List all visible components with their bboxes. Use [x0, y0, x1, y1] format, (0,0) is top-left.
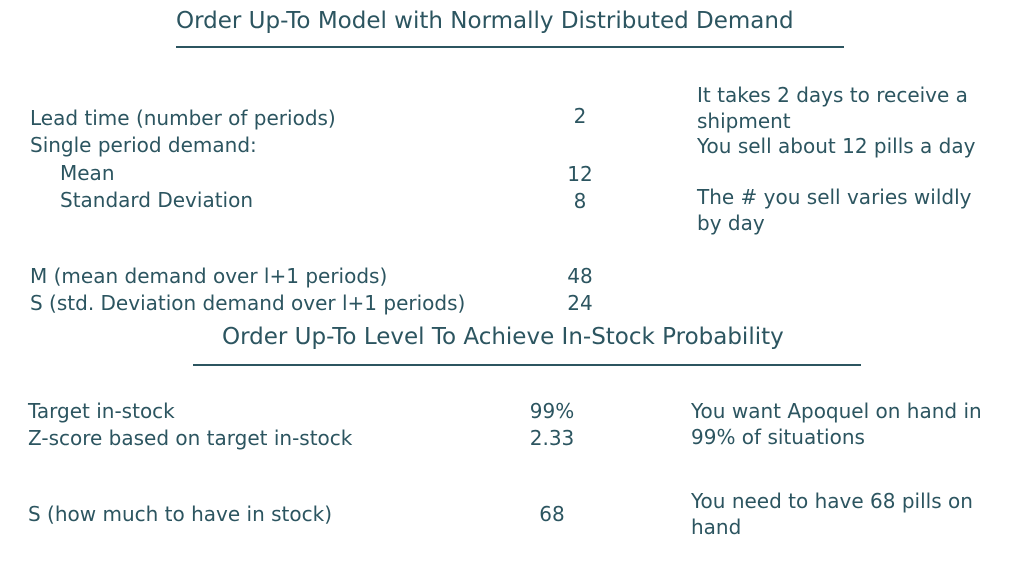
- std-demand-value: 24: [567, 291, 593, 315]
- section1-title-underline: [176, 46, 844, 48]
- target-in-stock-value: 99%: [529, 399, 575, 423]
- lead-time-value: 2: [573, 104, 587, 128]
- std-dev-label: Standard Deviation: [60, 188, 254, 212]
- lead-time-label: Lead time (number of periods): [30, 106, 336, 130]
- single-period-demand-label: Single period demand:: [30, 133, 257, 157]
- mean-demand-label: M (mean demand over l+1 periods): [30, 264, 388, 288]
- section1-title: Order Up-To Model with Normally Distribu…: [176, 8, 794, 34]
- z-score-value: 2.33: [529, 426, 575, 450]
- section2-title: Order Up-To Level To Achieve In-Stock Pr…: [222, 324, 784, 350]
- z-score-label: Z-score based on target in-stock: [28, 426, 353, 450]
- mean-value: 12: [567, 162, 593, 186]
- note-in-stock: You want Apoquel on hand in 99% of situa…: [691, 399, 982, 449]
- order-up-to-label: S (how much to have in stock): [28, 502, 333, 526]
- std-dev-value: 8: [573, 189, 587, 213]
- note-lead-time: It takes 2 days to receive a shipment: [697, 83, 968, 133]
- mean-demand-value: 48: [567, 264, 593, 288]
- section2-title-underline: [193, 364, 861, 366]
- std-demand-label: S (std. Deviation demand over l+1 period…: [30, 291, 466, 315]
- target-in-stock-label: Target in-stock: [28, 399, 175, 423]
- mean-label: Mean: [60, 161, 115, 185]
- order-up-to-value: 68: [539, 502, 565, 526]
- note-pills-on-hand: You need to have 68 pills on hand: [691, 489, 973, 539]
- note-daily-sales: You sell about 12 pills a day: [697, 134, 976, 158]
- note-variability: The # you sell varies wildly by day: [697, 185, 972, 235]
